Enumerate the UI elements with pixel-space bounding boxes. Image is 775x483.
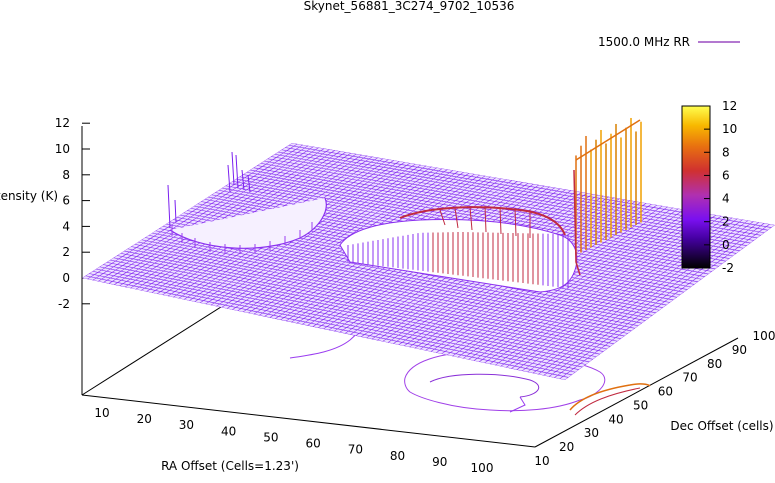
mesh-line [484,211,695,364]
mesh-line [559,223,770,380]
y-tick-label: 60 [658,385,673,399]
mesh-line [537,220,749,375]
x-axis-line [81,394,536,448]
mesh-line [473,209,684,361]
mesh-line [87,143,298,280]
x-tick-label: 40 [221,424,236,438]
z-tick-label: 2 [62,245,70,259]
colorbar-tick-label: 4 [722,192,730,206]
y-tick-label: 20 [559,440,574,454]
mesh-line [221,166,432,308]
mesh-line [500,213,711,367]
legend-label: 1500.0 MHz RR [598,35,690,49]
x-tick-label: 100 [471,461,494,475]
mesh-line [237,169,448,312]
x-axis-label: RA Offset (Cells=1.23') [161,459,299,473]
contour-hot [569,383,651,411]
x-tick-label: 70 [348,443,363,457]
mesh-line [92,144,303,281]
y-tick-label: 50 [633,398,648,412]
x-tick-label: 50 [263,430,278,444]
x-tick-label: 60 [305,437,320,451]
mesh-line [495,212,706,366]
x-tick-label: 80 [390,449,405,463]
z-tick-label: 8 [62,168,70,182]
mesh-line [226,167,438,309]
ridge-arc [169,197,327,249]
contour-misc [509,396,526,413]
mesh-line [215,165,427,307]
mesh-line [108,147,319,284]
surface-features [167,117,642,293]
colorbar-rect [681,105,711,269]
mesh-line [114,148,325,286]
y-axis-label: Dec Offset (cells) [670,419,773,433]
colorbar-tick-label: -2 [722,261,734,275]
y-ticks: 10 20 30 40 50 60 70 80 90 100 [534,329,775,468]
z-axis-label: Intensity (K) [0,189,58,203]
x-tick-label: 10 [94,406,109,420]
ridge-hatch [171,222,313,254]
y-tick-label: 30 [584,426,599,440]
y-tick-label: 80 [707,357,722,371]
x-tick-label: 90 [432,455,447,469]
mesh-line [548,222,760,377]
colorbar-tick-label: 6 [722,168,730,182]
y-tick-label: 70 [682,371,697,385]
chart-title: Skynet_56881_3C274_9702_10536 [304,0,515,13]
mesh-line [119,149,330,287]
mesh-line [97,145,309,282]
ridge-spikes [167,151,251,229]
z-tick-label: 0 [62,271,70,285]
y-axis-line [534,337,739,448]
x-tick-label: 20 [137,412,152,426]
bright-top [575,119,641,161]
y-tick-label: 10 [534,454,549,468]
x-ticks: 10 20 30 40 50 60 70 80 90 100 [94,406,493,475]
contour-loop-inner [429,373,540,398]
bright-source [573,117,642,276]
z-tick-label: 4 [62,219,70,233]
mesh-line [205,163,416,305]
mesh-line [232,168,443,310]
colorbar-tick-label: 12 [722,99,737,113]
mesh-line [505,214,717,368]
z-tick-label: -2 [58,297,70,311]
legend: 1500.0 MHz RR [598,35,740,49]
contour-hot-2 [574,387,641,416]
x-tick-label: 30 [179,418,194,432]
z-tick-label: 10 [55,142,70,156]
mesh-line [543,221,754,376]
colorbar-tick-label: 10 [722,122,737,136]
mesh-line [468,208,679,360]
colorbar-tick-label: 0 [722,238,730,252]
colorbar: 12 10 8 6 4 2 0 -2 [681,99,737,275]
colorbar-tick-label: 8 [722,145,730,159]
z-axis: 12 10 8 6 4 2 0 -2 Intensity (K) [0,116,90,395]
z-tick-label: 12 [55,116,70,130]
y-tick-label: 40 [608,412,623,426]
central-bump-top-2 [439,205,531,238]
mesh-line [82,143,293,279]
colorbar-tick-label: 2 [722,215,730,229]
mesh-line [478,210,690,363]
bump-hatching [347,232,569,289]
mesh-line [489,212,701,365]
y-tick-label: 100 [753,329,775,343]
mesh-line [564,224,775,380]
mesh-line [103,146,314,283]
z-tick-label: 6 [62,194,70,208]
y-tick-label: 90 [732,343,747,357]
mesh-line [554,222,765,378]
mesh-line [210,164,421,306]
central-bump-top [399,206,566,236]
bright-base [573,169,581,276]
